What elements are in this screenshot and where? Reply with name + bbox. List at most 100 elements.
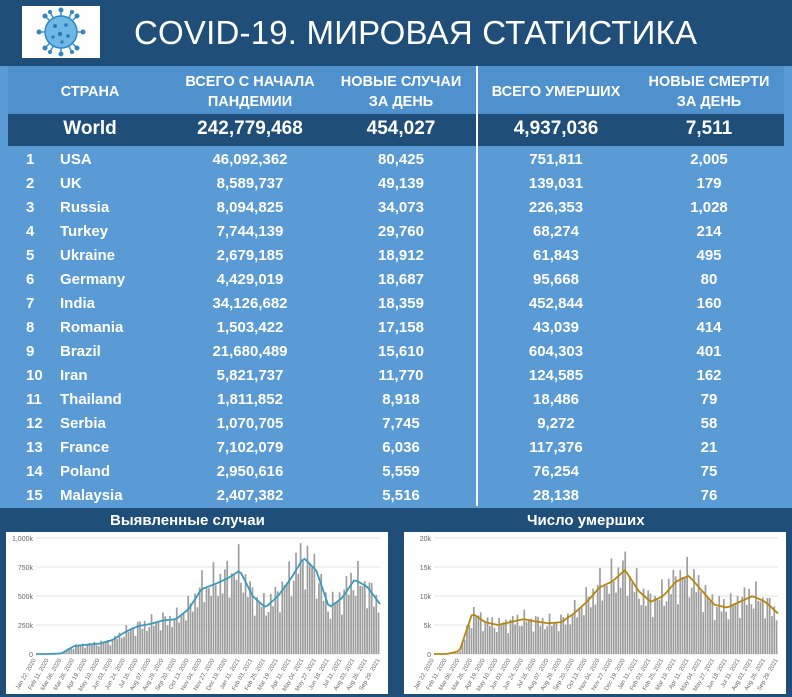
bar bbox=[242, 592, 245, 654]
cell-rank: 5 bbox=[26, 247, 35, 264]
bar bbox=[560, 614, 562, 654]
bar bbox=[77, 645, 79, 654]
bar bbox=[564, 624, 567, 654]
bar bbox=[713, 619, 716, 654]
bar bbox=[196, 607, 199, 654]
bar bbox=[324, 592, 327, 654]
charts-panel: Выявленные случаи Число умерших 0 250k 500… bbox=[0, 508, 792, 697]
cell-total-deaths: 9,272 bbox=[537, 415, 575, 432]
bar bbox=[679, 570, 682, 654]
cell-new-cases: 80,425 bbox=[378, 151, 424, 168]
bar bbox=[104, 641, 107, 654]
bar bbox=[727, 619, 730, 654]
cell-total-deaths: 139,031 bbox=[528, 175, 584, 192]
bar bbox=[518, 626, 521, 654]
bar bbox=[732, 604, 734, 654]
bar bbox=[368, 582, 371, 654]
bar bbox=[674, 576, 677, 654]
bar bbox=[477, 615, 480, 654]
cell-new-deaths: 79 bbox=[700, 391, 718, 408]
bar bbox=[212, 562, 215, 654]
bar bbox=[235, 579, 238, 654]
bar bbox=[594, 604, 597, 654]
cell-new-deaths: 162 bbox=[696, 367, 722, 384]
bar bbox=[656, 598, 659, 654]
cell-country: France bbox=[60, 439, 110, 456]
bar bbox=[507, 633, 510, 654]
bar bbox=[164, 616, 167, 654]
bar bbox=[233, 575, 235, 654]
bar bbox=[178, 622, 180, 654]
bar bbox=[311, 567, 313, 654]
bar bbox=[74, 644, 77, 654]
cell-rank: 7 bbox=[26, 295, 35, 312]
bar bbox=[761, 597, 764, 654]
bar bbox=[601, 600, 604, 654]
bar bbox=[290, 596, 293, 654]
column-header-line: ВСЕГО С НАЧАЛА bbox=[185, 74, 315, 90]
bar bbox=[514, 624, 516, 654]
bar bbox=[456, 652, 459, 654]
bar bbox=[373, 606, 375, 654]
cell-total-deaths: 28,138 bbox=[533, 487, 579, 504]
bar bbox=[587, 596, 590, 654]
bar bbox=[580, 607, 583, 654]
table-row: 14 Poland 2,950,616 5,559 76,254 75 bbox=[8, 460, 784, 484]
bar bbox=[638, 598, 640, 654]
bar bbox=[500, 625, 503, 654]
bar bbox=[201, 570, 203, 654]
bar bbox=[313, 553, 316, 654]
table-row: 6 Germany 4,429,019 18,687 95,668 80 bbox=[8, 268, 784, 292]
bar bbox=[589, 607, 592, 654]
y-tick-label: 1,000k bbox=[12, 536, 34, 543]
bar bbox=[745, 604, 748, 654]
bar bbox=[127, 631, 130, 654]
bar bbox=[482, 631, 484, 654]
cell-rank: 11 bbox=[26, 391, 42, 408]
cell-total-cases: 46,092,362 bbox=[212, 151, 288, 168]
bar bbox=[486, 617, 489, 654]
world-new-cases: 454,027 bbox=[366, 118, 436, 139]
bar bbox=[230, 573, 233, 654]
cell-rank: 4 bbox=[26, 223, 35, 240]
cell-new-deaths: 160 bbox=[696, 295, 722, 312]
bar bbox=[306, 545, 309, 654]
cell-total-deaths: 452,844 bbox=[528, 295, 584, 312]
bar bbox=[736, 595, 739, 654]
cell-country: India bbox=[60, 295, 96, 312]
bar bbox=[343, 589, 346, 654]
trend-line bbox=[434, 568, 779, 655]
cell-total-deaths: 124,585 bbox=[528, 367, 584, 384]
bar bbox=[759, 601, 762, 654]
bar bbox=[610, 558, 613, 654]
table-row: 15 Malaysia 2,407,382 5,516 28,138 76 bbox=[8, 484, 784, 508]
bar bbox=[771, 616, 773, 654]
bar bbox=[647, 590, 649, 654]
bar bbox=[716, 606, 718, 654]
bar bbox=[228, 597, 231, 654]
cell-new-cases: 18,687 bbox=[378, 271, 424, 288]
bar bbox=[308, 563, 311, 654]
bar bbox=[357, 560, 359, 654]
bar bbox=[253, 615, 256, 654]
bar bbox=[651, 617, 654, 654]
bar bbox=[525, 621, 528, 654]
bar bbox=[70, 648, 73, 654]
bar bbox=[690, 587, 693, 654]
cell-total-deaths: 18,486 bbox=[533, 391, 579, 408]
bar bbox=[159, 630, 162, 654]
bar bbox=[495, 632, 498, 654]
bar bbox=[667, 578, 670, 654]
bar bbox=[194, 593, 196, 654]
bar bbox=[375, 594, 378, 654]
cell-new-deaths: 495 bbox=[696, 247, 722, 264]
cell-rank: 13 bbox=[26, 439, 43, 456]
cell-new-cases: 29,760 bbox=[378, 223, 424, 240]
bar bbox=[686, 556, 688, 654]
cell-country: Poland bbox=[60, 463, 111, 480]
bar bbox=[635, 568, 638, 654]
column-header-line: ВСЕГО УМЕРШИХ bbox=[491, 84, 621, 100]
column-header-line: ЗА ДЕНЬ bbox=[676, 94, 742, 110]
cell-total-cases: 7,744,139 bbox=[216, 223, 284, 240]
